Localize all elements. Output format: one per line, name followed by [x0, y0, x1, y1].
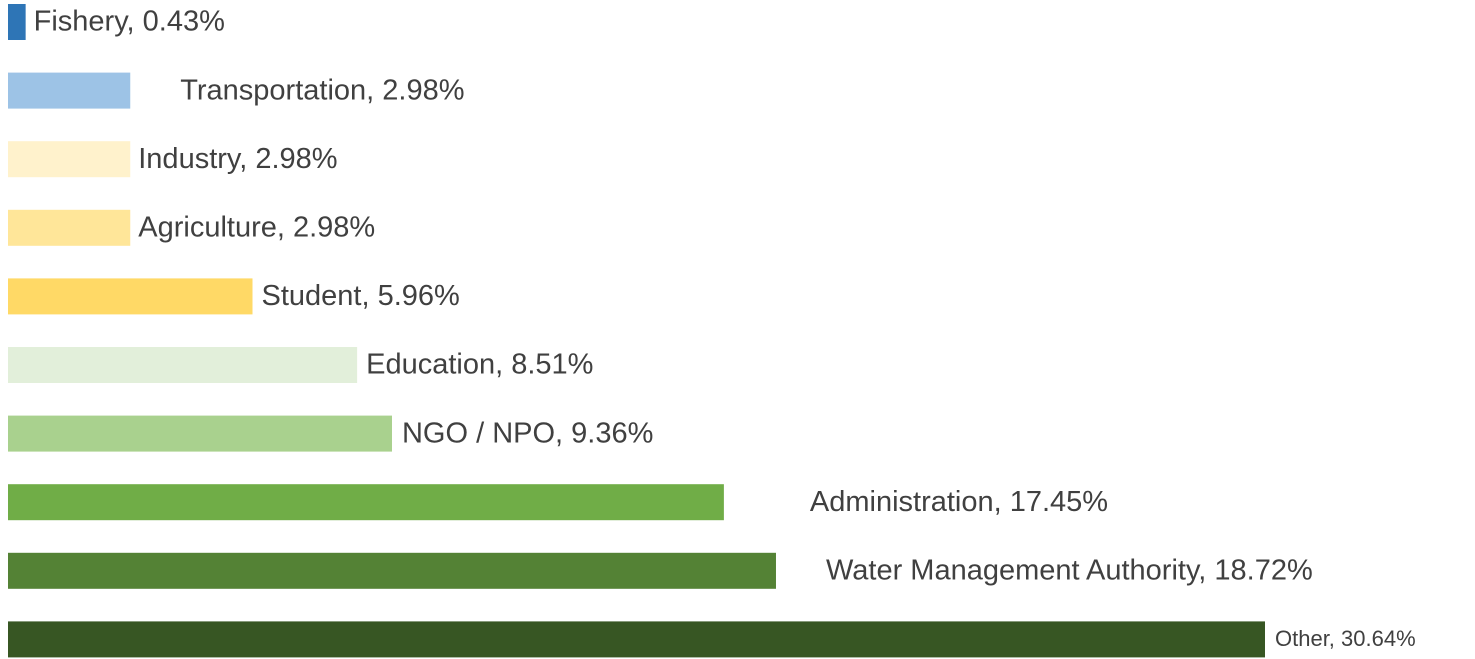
bar [8, 484, 724, 521]
bar [8, 621, 1265, 658]
data-label: Water Management Authority, 18.72% [826, 554, 1313, 586]
data-label: Student, 5.96% [262, 280, 460, 312]
bar [8, 552, 776, 589]
bar [8, 415, 392, 452]
bar [8, 209, 131, 246]
data-label: Agriculture, 2.98% [138, 211, 375, 243]
data-label: Administration, 17.45% [810, 486, 1108, 518]
bar [8, 278, 253, 315]
data-label: Industry, 2.98% [138, 143, 337, 175]
bar [8, 4, 26, 40]
bar [8, 347, 358, 383]
data-label: Education, 8.51% [366, 349, 593, 381]
bar [8, 72, 131, 109]
data-label: Fishery, 0.43% [34, 6, 225, 38]
data-label: Other, 30.64% [1275, 626, 1416, 651]
bar [8, 141, 131, 178]
data-label: NGO / NPO, 9.36% [402, 417, 653, 449]
data-label: Transportation, 2.98% [180, 74, 464, 106]
